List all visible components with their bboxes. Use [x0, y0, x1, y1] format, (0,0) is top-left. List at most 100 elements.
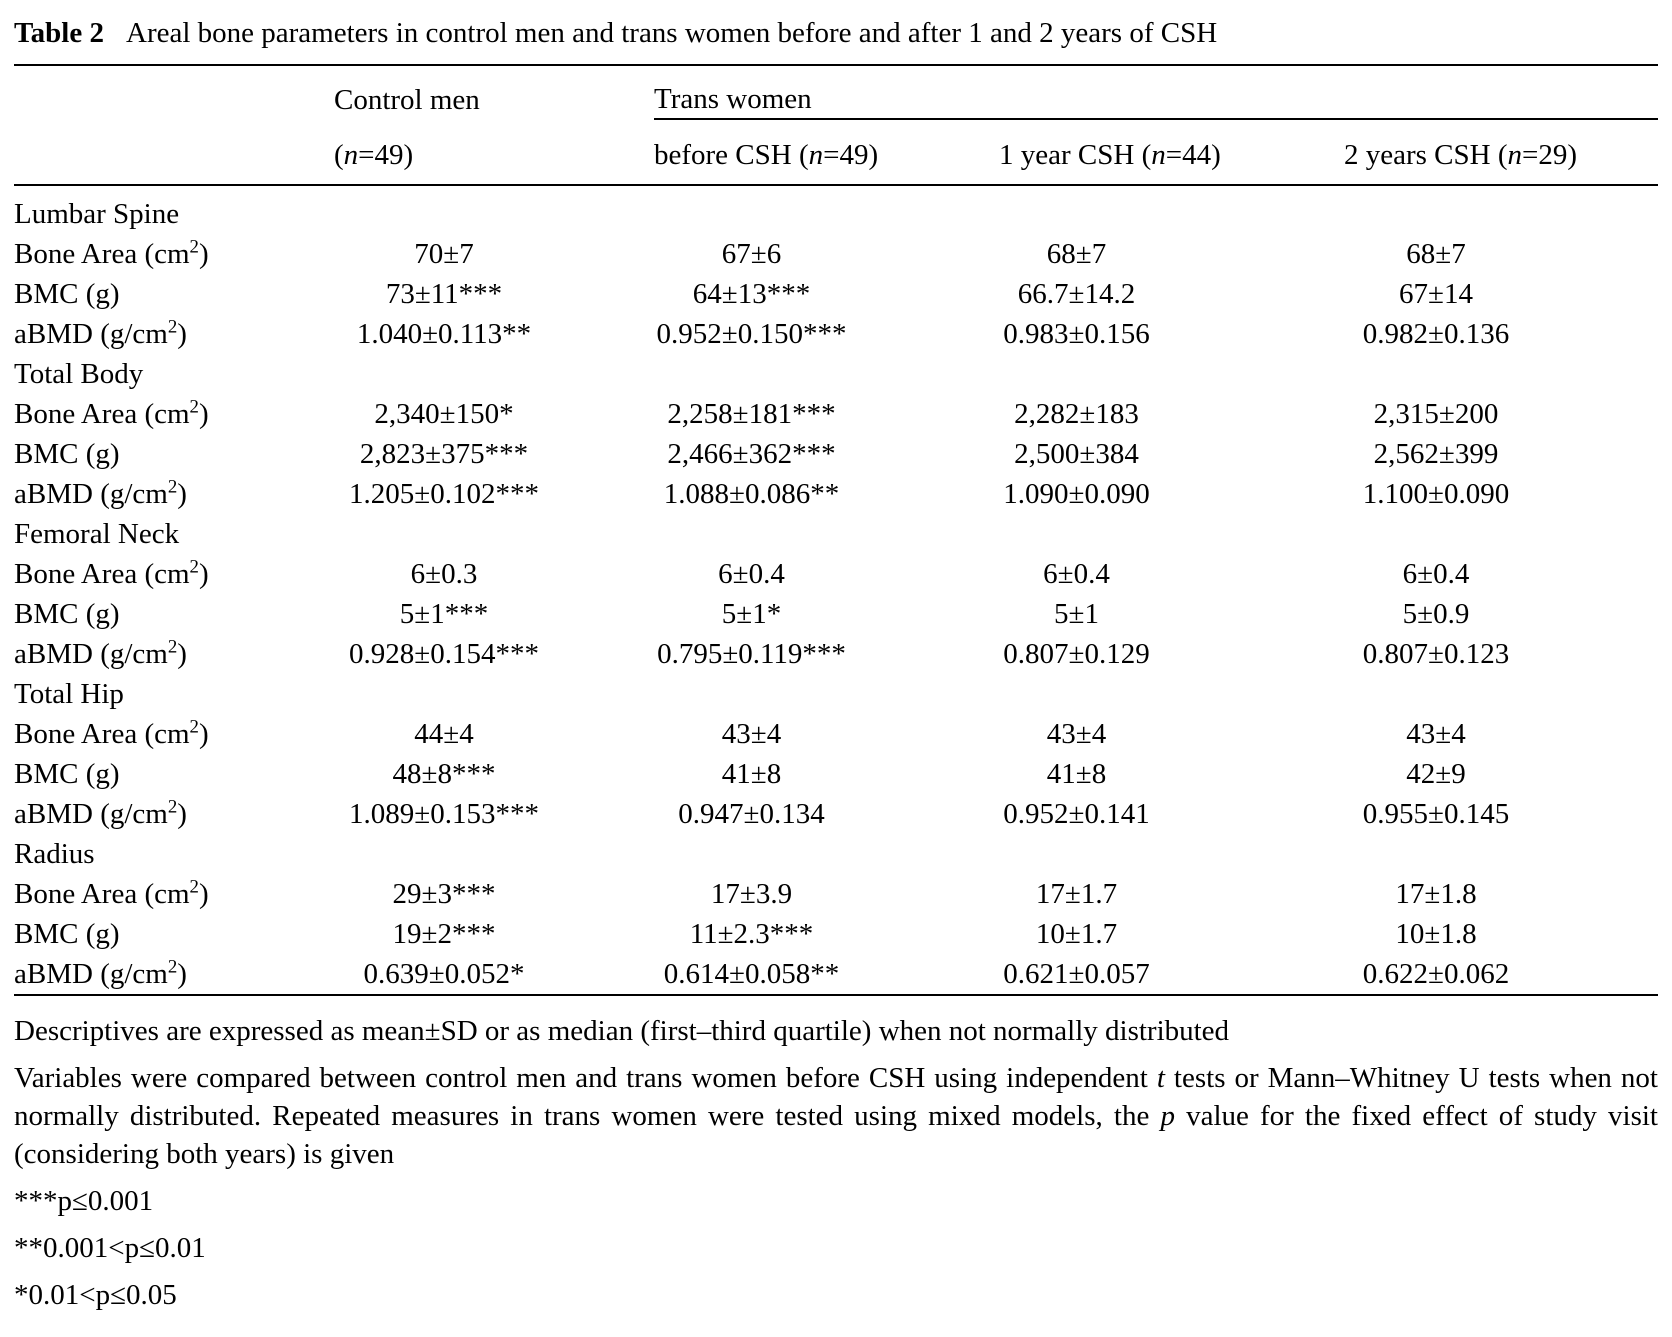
- row-label: BMC (g): [14, 758, 120, 790]
- col-group-trans-women: Trans women: [654, 66, 1658, 120]
- section-row: Radius: [14, 834, 1658, 874]
- row-label: Bone Area (cm2): [14, 876, 209, 910]
- value-cell: 0.639±0.052*: [363, 958, 525, 990]
- value-cell: 2,562±399: [1373, 438, 1499, 470]
- value-cell: 2,340±150*: [374, 398, 514, 430]
- section-label: Lumbar Spine: [14, 198, 180, 230]
- value-cell: 5±1*: [721, 598, 782, 630]
- value-cell: 17±1.7: [1035, 878, 1118, 910]
- col-header-before-csh: before CSH (n=49): [654, 119, 999, 186]
- section-label: Total Hip: [14, 678, 124, 710]
- col-group-control-men: Control men: [334, 84, 480, 116]
- value-cell: 0.614±0.058**: [663, 958, 840, 990]
- value-cell: 17±3.9: [710, 878, 793, 910]
- data-row: Bone Area (cm2) 70±7 67±6 68±7 68±7: [14, 234, 1658, 274]
- footnotes: Descriptives are expressed as mean±SD or…: [14, 1012, 1658, 1314]
- data-row: BMC (g) 2,823±375*** 2,466±362*** 2,500±384…: [14, 434, 1658, 474]
- data-row: aBMD (g/cm2) 1.205±0.102*** 1.088±0.086** 1…: [14, 474, 1658, 514]
- row-label: BMC (g): [14, 278, 120, 310]
- data-row: Bone Area (cm2) 2,340±150* 2,258±181*** 2,2…: [14, 394, 1658, 434]
- value-cell: 10±1.7: [1035, 918, 1118, 950]
- value-cell: 1.088±0.086**: [663, 478, 840, 510]
- value-cell: 66.7±14.2: [1017, 278, 1136, 310]
- value-cell: 6±0.4: [1402, 558, 1470, 590]
- value-cell: 0.983±0.156: [1003, 318, 1150, 350]
- section-label: Total Body: [14, 358, 144, 390]
- value-cell: 68±7: [1046, 238, 1107, 270]
- footnote: Variables were compared between control …: [14, 1062, 1658, 1170]
- row-label: BMC (g): [14, 918, 120, 950]
- bone-parameters-table: Control men Trans women (n=49) before CS…: [14, 66, 1658, 996]
- value-cell: 5±0.9: [1402, 598, 1470, 630]
- group-header-row: Control men Trans women: [14, 66, 1658, 120]
- section-row: Femoral Neck: [14, 514, 1658, 554]
- value-cell: 2,282±183: [1014, 398, 1139, 430]
- value-cell: 11±2.3***: [689, 918, 814, 950]
- table-body: Lumbar Spine Bone Area (cm2) 70±7 67±6 68±7 6…: [14, 185, 1658, 995]
- value-cell: 48±8***: [392, 758, 496, 790]
- data-row: Bone Area (cm2) 29±3*** 17±3.9 17±1.7 17±1.8: [14, 874, 1658, 914]
- sub-header-row: (n=49) before CSH (n=49) 1 year CSH (n=4…: [14, 119, 1658, 186]
- row-label: Bone Area (cm2): [14, 716, 209, 750]
- value-cell: 10±1.8: [1395, 918, 1477, 950]
- section-row: Total Body: [14, 354, 1658, 394]
- value-cell: 2,500±384: [1014, 438, 1139, 470]
- row-label: aBMD (g/cm2): [14, 956, 187, 990]
- value-cell: 19±2***: [392, 918, 496, 950]
- data-row: aBMD (g/cm2) 1.040±0.113** 0.952±0.150*** 0…: [14, 314, 1658, 354]
- data-row: Bone Area (cm2) 44±4 43±4 43±4 43±4: [14, 714, 1658, 754]
- value-cell: 42±9: [1406, 758, 1466, 790]
- value-cell: 43±4: [1406, 718, 1466, 750]
- data-row: BMC (g) 5±1*** 5±1* 5±1 5±0.9: [14, 594, 1658, 634]
- row-label: aBMD (g/cm2): [14, 316, 187, 350]
- value-cell: 43±4: [1046, 718, 1107, 750]
- value-cell: 0.807±0.129: [1003, 638, 1150, 670]
- value-cell: 41±8: [721, 758, 782, 790]
- footnote: Descriptives are expressed as mean±SD or…: [14, 1015, 1230, 1047]
- value-cell: 0.947±0.134: [678, 798, 825, 830]
- value-cell: 64±13***: [692, 278, 811, 310]
- row-label: Bone Area (cm2): [14, 396, 209, 430]
- table-caption-label: Table 2: [14, 17, 104, 49]
- value-cell: 1.100±0.090: [1362, 478, 1510, 510]
- value-cell: 2,823±375***: [359, 438, 529, 470]
- col-header-2-years-csh: 2 years CSH (n=29): [1344, 119, 1658, 186]
- value-cell: 1.040±0.113**: [356, 318, 532, 350]
- row-label: aBMD (g/cm2): [14, 476, 187, 510]
- value-cell: 5±1: [1054, 598, 1099, 630]
- row-label: Bone Area (cm2): [14, 236, 209, 270]
- data-row: BMC (g) 73±11*** 64±13*** 66.7±14.2 67±14: [14, 274, 1658, 314]
- table-caption: Table 2 Areal bone parameters in control …: [14, 8, 1658, 66]
- value-cell: 0.928±0.154***: [349, 638, 539, 670]
- section-label: Femoral Neck: [14, 518, 180, 550]
- value-cell: 43±4: [721, 718, 782, 750]
- value-cell: 1.205±0.102***: [349, 478, 539, 510]
- table-header: Control men Trans women (n=49) before CS…: [14, 66, 1658, 186]
- value-cell: 67±14: [1399, 278, 1473, 310]
- row-label: BMC (g): [14, 438, 120, 470]
- footnote: ***p≤0.001: [14, 1185, 154, 1217]
- value-cell: 0.622±0.062: [1362, 958, 1510, 990]
- section-label: Radius: [14, 838, 95, 870]
- value-cell: 29±3***: [392, 878, 496, 910]
- value-cell: 0.952±0.150***: [656, 318, 847, 350]
- value-cell: 67±6: [721, 238, 782, 270]
- value-cell: 0.795±0.119***: [657, 638, 846, 670]
- footnote: **0.001<p≤0.01: [14, 1232, 206, 1264]
- empty-header-cell: [14, 66, 334, 119]
- data-row: aBMD (g/cm2) 0.639±0.052* 0.614±0.058** 0.6…: [14, 954, 1658, 995]
- row-label: BMC (g): [14, 598, 120, 630]
- value-cell: 0.982±0.136: [1362, 318, 1510, 350]
- value-cell: 5±1***: [399, 598, 489, 630]
- value-cell: 70±7: [414, 238, 474, 270]
- value-cell: 41±8: [1046, 758, 1107, 790]
- empty-header-cell: [14, 119, 334, 186]
- section-row: Lumbar Spine: [14, 185, 1658, 234]
- value-cell: 6±0.4: [718, 558, 785, 590]
- value-cell: 6±0.3: [410, 558, 478, 590]
- data-row: aBMD (g/cm2) 1.089±0.153*** 0.947±0.134 0.9…: [14, 794, 1658, 834]
- data-row: aBMD (g/cm2) 0.928±0.154*** 0.795±0.119***…: [14, 634, 1658, 674]
- footnote: *0.01<p≤0.05: [14, 1279, 177, 1311]
- col-header-1-year-csh: 1 year CSH (n=44): [999, 119, 1344, 186]
- value-cell: 2,258±181***: [667, 398, 836, 430]
